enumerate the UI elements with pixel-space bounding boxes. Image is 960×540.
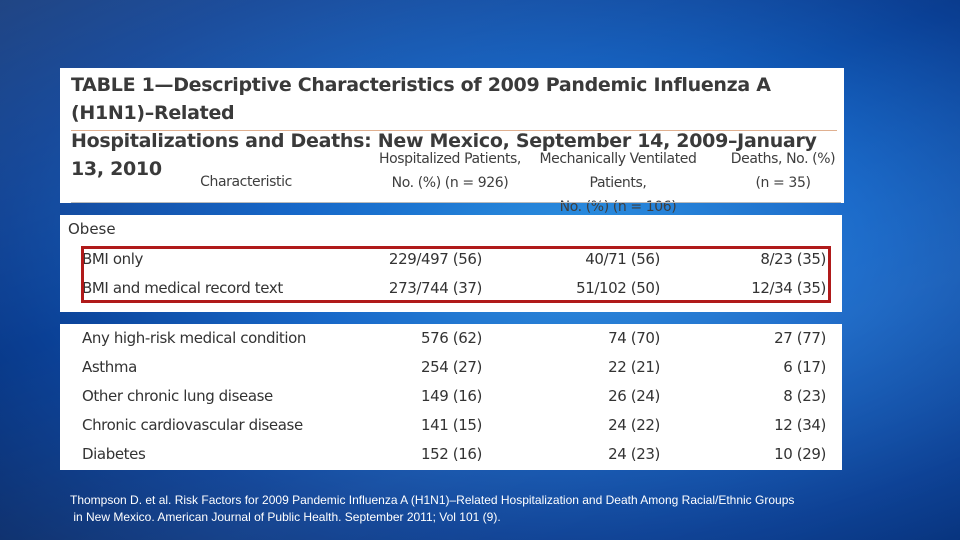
table-row: Chronic cardiovascular disease 141 (15) … — [60, 411, 842, 440]
cell-ventilated: 74 (70) — [608, 329, 660, 347]
cell-deaths: 10 (29) — [774, 445, 826, 463]
table-row: Asthma 254 (27) 22 (21) 6 (17) — [60, 353, 842, 382]
cell-ventilated: 26 (24) — [608, 387, 660, 405]
cell-ventilated: 22 (21) — [608, 358, 660, 376]
cell-hospitalized: 152 (16) — [421, 445, 482, 463]
cell-ventilated: 51/102 (50) — [576, 279, 660, 297]
cell-ventilated: 24 (23) — [608, 445, 660, 463]
table-title: TABLE 1—Descriptive Characteristics of 2… — [71, 71, 836, 183]
obese-section-label: Obese — [68, 220, 116, 238]
cell-deaths: 6 (17) — [783, 358, 826, 376]
cell-hospitalized: 576 (62) — [421, 329, 482, 347]
cell-hospitalized: 141 (15) — [421, 416, 482, 434]
table-header-panel: TABLE 1—Descriptive Characteristics of 2… — [60, 68, 844, 215]
table-row: Diabetes 152 (16) 24 (23) 10 (29) — [60, 440, 842, 469]
column-header-hospitalized-line-2: No. (%) (n = 926) — [391, 175, 509, 191]
row-label: Chronic cardiovascular disease — [82, 416, 303, 434]
row-label: Diabetes — [82, 445, 146, 463]
column-header-ventilated: Mechanically Ventilated Patients, No. (%… — [510, 147, 726, 219]
title-divider — [71, 130, 837, 131]
cell-hospitalized: 254 (27) — [421, 358, 482, 376]
cell-ventilated: 40/71 (56) — [585, 250, 660, 268]
row-label: BMI only — [82, 250, 143, 268]
column-header-characteristic: Characteristic — [200, 174, 292, 190]
column-header-hospitalized-line-1: Hospitalized Patients, — [378, 151, 521, 167]
cell-hospitalized: 149 (16) — [421, 387, 482, 405]
column-header-deaths-line-1: Deaths, No. (%) — [730, 151, 836, 167]
header-bottom-rule — [71, 202, 841, 203]
row-label: Asthma — [82, 358, 137, 376]
table-row: BMI only 229/497 (56) 40/71 (56) 8/23 (3… — [60, 245, 842, 274]
table-row: Any high-risk medical condition 576 (62)… — [60, 324, 842, 353]
column-header-ventilated-line-2: No. (%) (n = 106) — [559, 199, 677, 215]
table-title-line-1: TABLE 1—Descriptive Characteristics of 2… — [71, 74, 771, 124]
row-label: BMI and medical record text — [82, 279, 283, 297]
column-header-deaths-line-2: (n = 35) — [755, 175, 811, 191]
table-title-line-2: Hospitalizations and Deaths: New Mexico,… — [71, 130, 817, 180]
citation-line-2: in New Mexico. American Journal of Publi… — [70, 510, 501, 524]
cell-hospitalized: 273/744 (37) — [388, 279, 482, 297]
citation: Thompson D. et al. Risk Factors for 2009… — [70, 492, 930, 526]
cell-deaths: 8/23 (35) — [760, 250, 826, 268]
row-label: Other chronic lung disease — [82, 387, 273, 405]
column-header-deaths: Deaths, No. (%) (n = 35) — [728, 147, 838, 195]
conditions-panel: Any high-risk medical condition 576 (62)… — [60, 324, 842, 470]
citation-line-1: Thompson D. et al. Risk Factors for 2009… — [70, 493, 795, 507]
table-row: Other chronic lung disease 149 (16) 26 (… — [60, 382, 842, 411]
row-label: Any high-risk medical condition — [82, 329, 306, 347]
table-row: BMI and medical record text 273/744 (37)… — [60, 274, 842, 303]
cell-deaths: 27 (77) — [774, 329, 826, 347]
obese-section-panel: Obese BMI only 229/497 (56) 40/71 (56) 8… — [60, 215, 842, 312]
cell-hospitalized: 229/497 (56) — [388, 250, 482, 268]
cell-deaths: 12/34 (35) — [751, 279, 826, 297]
obese-rows-highlight-box — [81, 246, 831, 303]
cell-deaths: 8 (23) — [783, 387, 826, 405]
cell-deaths: 12 (34) — [774, 416, 826, 434]
cell-ventilated: 24 (22) — [608, 416, 660, 434]
column-header-hospitalized: Hospitalized Patients, No. (%) (n = 926) — [355, 147, 545, 195]
column-header-ventilated-line-1: Mechanically Ventilated Patients, — [539, 151, 697, 191]
